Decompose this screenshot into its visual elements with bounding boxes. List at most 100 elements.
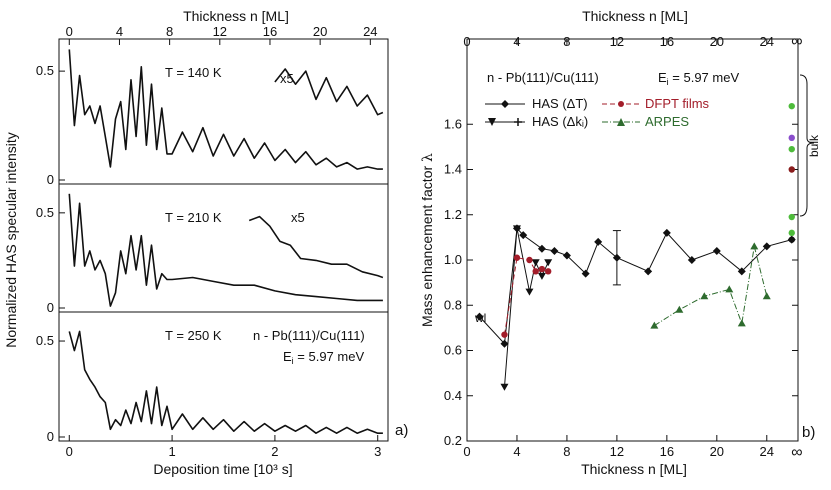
point-arpes-4 [737,319,746,327]
panel-b-top-ticks: 0 4 8 12 16 20 24 [463,34,774,49]
top-tick-label-20: 20 [313,24,327,39]
point-bulk-3 [788,166,795,173]
panel-b: Thickness n [ML] 0 4 8 12 16 20 24 ∞ 0.2 0.4 0.6… [419,8,821,477]
bulk-label: bulk [807,134,821,157]
y-tick-label-1-0: 0 [47,300,54,315]
bottom-infinity-label: ∞ [791,444,802,461]
b-y-tick-label-0: 0.2 [444,433,462,448]
series-line-2 [68,330,383,434]
point-has-k-2 [525,288,534,296]
panel-a: Thickness n [ML] 0 4 8 12 16 20 24 T = 140 K x… [3,8,408,477]
panel-b-label: b) [802,424,815,441]
b-y-tick-label-5: 1.2 [444,207,462,222]
b-x-tick-label-5: 20 [710,444,724,459]
b-top-tick-label-3: 12 [610,34,624,49]
bottom-tick-label-3: 3 [374,444,381,459]
point-has-k-0 [500,383,509,391]
b-y-tick-label-4: 1.0 [444,252,462,267]
point-bulk-1 [788,134,795,142]
point-has-t-3 [519,231,528,240]
legend-label-has-dk: HAS (Δkᵢ) [532,114,588,129]
top-tick-label-0: 0 [66,24,73,39]
point-arpes-2 [700,292,709,300]
legend-marker-arpes [617,118,625,126]
energy-annotation: Ei = 5.97 meV [283,349,364,366]
subplot-210k: T = 210 K x5 0 0.5 [36,193,384,315]
top-infinity-label: ∞ [791,33,802,50]
point-dfpt-films-4 [538,265,546,273]
panel-b-plot-area [475,102,796,391]
point-has-t-4 [537,244,546,253]
y-tick-label-1-1: 0.5 [36,205,54,220]
bottom-tick-label-0: 0 [66,444,73,459]
legend-marker-has-dk-cross [514,118,522,126]
subplot-250k: T = 250 K n - Pb(111)/Cu(111) Ei = 5.97 … [36,328,383,444]
series-line-dfpt-films [504,257,549,335]
series-line-has-t [479,227,792,345]
top-tick-label-16: 16 [263,24,277,39]
panel-a-frame [58,38,389,442]
point-dfpt-films-2 [526,256,533,264]
inset-series-line-1 [248,215,384,279]
panel-a-bottom-ticks: 0 1 2 3 [66,435,381,459]
panel-b-energy: Ei = 5.97 meV [658,70,739,87]
b-x-tick-label-0: 0 [463,444,470,459]
panel-b-x-axis-label: Thickness n [ML] [581,461,687,477]
b-x-tick-label-4: 16 [660,444,674,459]
point-has-t-14 [737,267,746,276]
legend-marker-dfpt [618,101,624,107]
b-top-tick-label-1: 4 [513,34,520,49]
top-tick-label-12: 12 [213,24,227,39]
panel-b-x-ticks: 0 4 8 12 16 20 24 [463,435,774,459]
point-dfpt-films-0 [501,331,508,338]
legend-label-dfpt: DFPT films [645,96,710,111]
composition-annotation: n - Pb(111)/Cu(111) [253,328,365,343]
panel-b-y-ticks: 0.2 0.4 0.6 0.8 1.0 1.2 1.4 1.6 [444,116,798,448]
b-top-tick-label-2: 8 [563,34,570,49]
b-x-tick-label-3: 12 [610,444,624,459]
panel-a-label: a) [395,422,408,439]
point-dfpt-films-1 [513,254,521,261]
subplot-title-140k: T = 140 K [165,65,222,80]
inset-label-210k: x5 [291,210,305,225]
series-line-0 [68,49,383,170]
panel-b-y-axis-label: Mass enhancement factor λ [419,153,436,327]
point-has-t-6 [562,251,571,260]
top-tick-label-24: 24 [363,24,377,39]
subplot-title-210k: T = 210 K [165,210,222,225]
b-top-tick-label-0: 0 [463,34,470,49]
b-y-tick-label-2: 0.6 [444,343,462,358]
point-has-t-5 [550,246,559,255]
point-has-t-1 [500,339,509,348]
point-arpes-6 [762,292,771,300]
legend-marker-has-dt [501,100,509,108]
b-top-tick-label-4: 16 [660,34,674,49]
bottom-tick-label-2: 2 [271,444,278,459]
point-arpes-5 [750,242,759,250]
b-y-tick-label-3: 0.8 [444,297,462,312]
point-arpes-1 [675,305,684,313]
point-dfpt-films-5 [544,268,552,275]
point-bulk-2 [788,145,795,153]
top-tick-label-8: 8 [166,24,173,39]
point-has-t-7 [581,269,590,278]
b-x-tick-label-1: 4 [513,444,520,459]
series-line-1 [68,193,383,307]
b-top-tick-label-5: 20 [710,34,724,49]
point-bulk-6 [788,236,795,243]
y-tick-label-2-1: 0.5 [36,333,54,348]
point-dfpt-films-3 [532,268,539,275]
panel-a-y-axis-label: Normalized HAS specular intensity [3,132,19,348]
point-has-t-11 [662,228,671,237]
b-x-tick-label-6: 24 [760,444,774,459]
panel-b-frame [466,38,799,442]
panel-b-top-axis-label: Thickness n [ML] [582,8,688,24]
b-y-tick-label-6: 1.4 [444,162,462,177]
point-has-t-12 [687,256,696,264]
point-arpes-3 [725,285,734,293]
point-has-k-5 [544,259,553,267]
subplot-title-250k: T = 250 K [165,328,222,343]
panel-b-title: n - Pb(111)/Cu(111) [487,70,599,85]
bulk-brace [799,74,815,217]
